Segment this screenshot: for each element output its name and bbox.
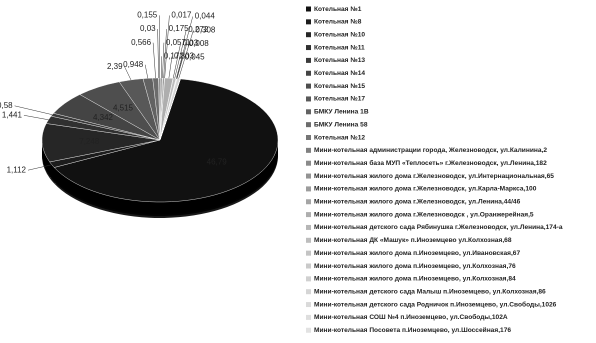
leader-line [172,43,181,79]
legend-label: Мини-котельная жилого дома г.Железноводс… [314,210,534,218]
data-label: 0,803 [174,52,195,61]
pie: 46,791,1127,2481,4410,584,3424,5152,390,… [0,10,279,218]
legend-swatch [306,237,311,243]
legend-swatch [306,212,311,218]
legend-label: Мини-котельная ДК «Машук» п.Иноземцево у… [314,237,512,244]
legend-swatch [306,6,311,12]
legend-swatch [306,186,311,192]
leader-line [176,43,187,79]
legend-swatch [306,19,311,25]
legend-label: Котельная №17 [314,96,365,103]
data-label: 4,342 [93,113,114,122]
data-label: 0,045 [185,52,206,61]
data-label: 7,248 [79,137,100,146]
legend-swatch [306,302,311,308]
legend-label: Котельная №1 [314,6,362,13]
data-label: 0,03 [183,38,199,47]
leader-line [178,30,194,79]
legend-swatch [306,96,311,102]
leader-line [23,115,49,121]
data-label: 0,017 [171,11,192,20]
legend-label: Котельная №8 [314,19,362,26]
legend-swatch [306,109,311,115]
legend-swatch [306,289,311,295]
data-label: 0,0571 [166,38,191,47]
data-label: 0,566 [131,38,152,47]
leader-line [124,66,132,81]
leader-line [176,16,193,79]
legend-swatch [306,173,311,179]
legend-swatch [306,276,311,282]
legend-label: Котельная №11 [314,44,365,51]
legend-label: БМКУ Ленина 58 [314,121,368,128]
leader-line [164,15,170,79]
legend-label: Мини-котельная Посовета п.Иноземцево, ул… [314,326,511,334]
data-label: 0,03 [140,24,156,33]
legend-label: БМКУ Ленина 1В [314,109,369,116]
leader-line [27,164,52,171]
legend-label: Мини-котельная жилого дома п.Иноземцево,… [314,276,516,283]
legend-label: Котельная №12 [314,134,365,141]
legend-swatch [306,250,311,256]
data-label: 0,172 [164,51,185,60]
data-label: 0,008 [189,39,210,48]
data-label: 1,441 [2,110,23,119]
legend-swatch [306,70,311,76]
leader-line [157,29,159,79]
legend-swatch [306,147,311,153]
data-label: 0,155 [137,10,158,19]
leader-line [152,42,156,79]
legend-label: Мини-котельная жилого дома г.Железноводс… [314,173,554,180]
legend-swatch [306,83,311,89]
data-label: 0,58 [0,101,13,110]
legend-swatch [306,160,311,166]
legend-swatch [306,199,311,205]
data-label: 1,112 [7,165,27,174]
legend-swatch [306,327,311,333]
legend-swatch [306,263,311,269]
slice [41,123,161,163]
legend-label: Мини-котельная СОШ №4 п.Иноземцево, ул.С… [314,313,508,321]
legend-label: Котельная №13 [314,57,365,64]
legend-label: Мини-котельная детского сада Родничок п.… [314,300,557,308]
legend-swatch [306,224,311,230]
leader-line [14,105,53,115]
leader-line [163,29,167,79]
legend-swatch [306,45,311,51]
leader-line [168,56,173,79]
legend-label: Мини-котельная жилого дома п.Иноземцево,… [314,250,520,257]
data-label: 0,308 [195,26,216,35]
leader-line [144,64,149,79]
legend-label: Котельная №15 [314,83,365,90]
legend-label: Котельная №14 [314,70,365,77]
slice [159,78,181,141]
legend-swatch [306,135,311,140]
legend-label: Котельная №10 [314,31,365,38]
legend-label: Мини-котельная детского сада Малыш п.Ино… [314,288,546,295]
legend-label: Мини-котельная жилого дома г.Железноводс… [314,186,537,193]
legend-swatch [306,32,311,38]
leader-line [176,57,183,79]
data-label: 0,948 [123,60,144,69]
legend-label: Мини-котельная жилого дома п.Иноземцево,… [314,263,516,270]
legend-label: Мини-котельная жилого дома г.Железноводс… [314,199,521,206]
slice [53,78,279,203]
data-label: 2,39 [107,62,123,71]
legend-swatch [306,122,311,128]
legend-swatch [306,314,311,320]
data-label: 0,272 [188,25,209,34]
legend-label: Мини-котельная база МУП «Теплосеть» г.Же… [314,159,547,167]
legend-label: Мини-котельная администрации города, Жел… [314,147,547,154]
data-label: 4,515 [113,103,134,112]
legend-label: Мини-котельная детского сада Рябинушка г… [314,223,563,231]
data-label: 0,175 [169,24,190,33]
leader-line [162,42,165,79]
data-label: 46,79 [207,157,228,166]
legend-swatch [306,57,311,63]
leader-line [174,29,187,79]
data-label: 0,044 [195,12,216,21]
legend: Котельная №1 Котельная №8 Котельная №10 Кот… [306,6,563,334]
